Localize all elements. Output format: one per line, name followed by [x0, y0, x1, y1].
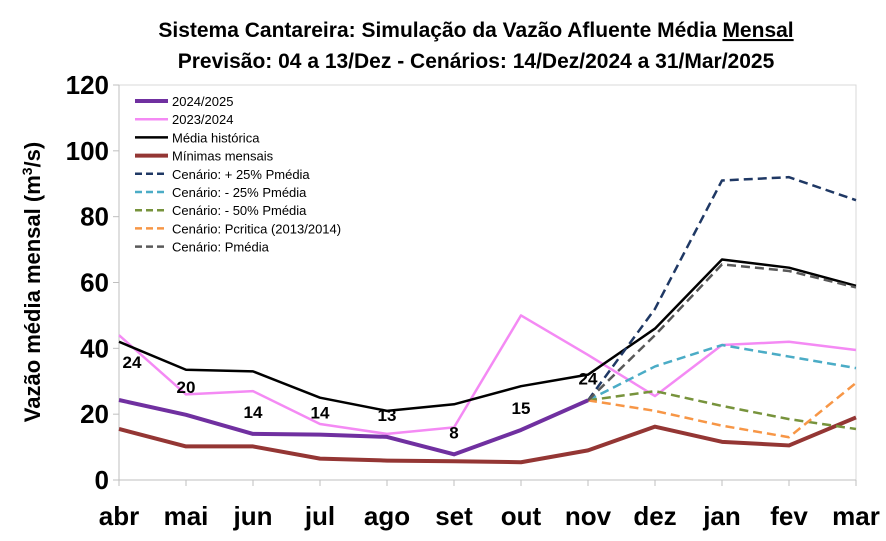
x-tick-label: mai	[164, 501, 209, 531]
x-tick-label: nov	[565, 501, 612, 531]
series-line-1	[118, 314, 857, 436]
chart-subtitle: Previsão: 04 a 13/Dez - Cenários: 14/Dez…	[178, 50, 775, 73]
data-label: 24	[579, 369, 598, 388]
y-tick-label: 120	[66, 70, 109, 100]
series-line-6	[587, 389, 857, 431]
y-axis-label: Vazão média mensal (m3/s)	[19, 142, 45, 422]
legend-entry: Cenário: Pmédia	[172, 240, 270, 255]
series-line-4	[586, 175, 857, 402]
data-label: 13	[378, 406, 397, 425]
data-label: 15	[512, 399, 531, 418]
data-label: 8	[449, 423, 458, 442]
series-line-2	[118, 258, 857, 413]
x-tick-label: mar	[832, 501, 880, 531]
y-tick-label: 100	[66, 136, 109, 166]
x-tick-label: ago	[364, 501, 410, 531]
series-line-7	[587, 381, 857, 439]
data-label: 20	[177, 378, 196, 397]
legend-entry: Cenário: + 25% Pmédia	[172, 167, 310, 182]
y-tick-label: 80	[80, 202, 109, 232]
data-label: 14	[244, 403, 263, 422]
chart-title: Sistema Cantareira: Simulação da Vazão A…	[158, 19, 793, 42]
legend-entry: Média histórica	[172, 130, 260, 145]
legend-entry: Cenário: Pcritica (2013/2014)	[172, 221, 341, 236]
series-line-0	[118, 398, 589, 457]
chart-title-underlined: Mensal	[722, 19, 793, 42]
y-tick-label: 0	[95, 465, 109, 495]
x-tick-label: fev	[770, 501, 808, 531]
chart-title-main: Sistema Cantareira: Simulação da Vazão A…	[158, 19, 722, 42]
legend-entry: Mínimas mensais	[172, 149, 274, 164]
data-label: 14	[311, 404, 330, 423]
series-line-5	[587, 343, 857, 402]
x-tick-label: jun	[233, 501, 273, 531]
y-tick-label: 40	[80, 333, 109, 363]
legend-entry: 2023/2024	[172, 112, 233, 127]
x-tick-label: dez	[633, 501, 676, 531]
y-tick-label: 60	[80, 268, 109, 298]
x-tick-label: abr	[99, 501, 139, 531]
legend-entry: Cenário: - 25% Pmédia	[172, 185, 307, 200]
x-tick-label: out	[501, 501, 542, 531]
x-tick-label: set	[435, 501, 473, 531]
legend-entry: 2024/2025	[172, 94, 233, 109]
series-line-3	[118, 415, 857, 465]
x-tick-label: jan	[702, 501, 741, 531]
legend-entry: Cenário: - 50% Pmédia	[172, 203, 307, 218]
y-tick-label: 20	[80, 399, 109, 429]
x-tick-label: jul	[304, 501, 335, 531]
series-line-8	[587, 263, 857, 402]
data-label: 24	[123, 353, 142, 372]
